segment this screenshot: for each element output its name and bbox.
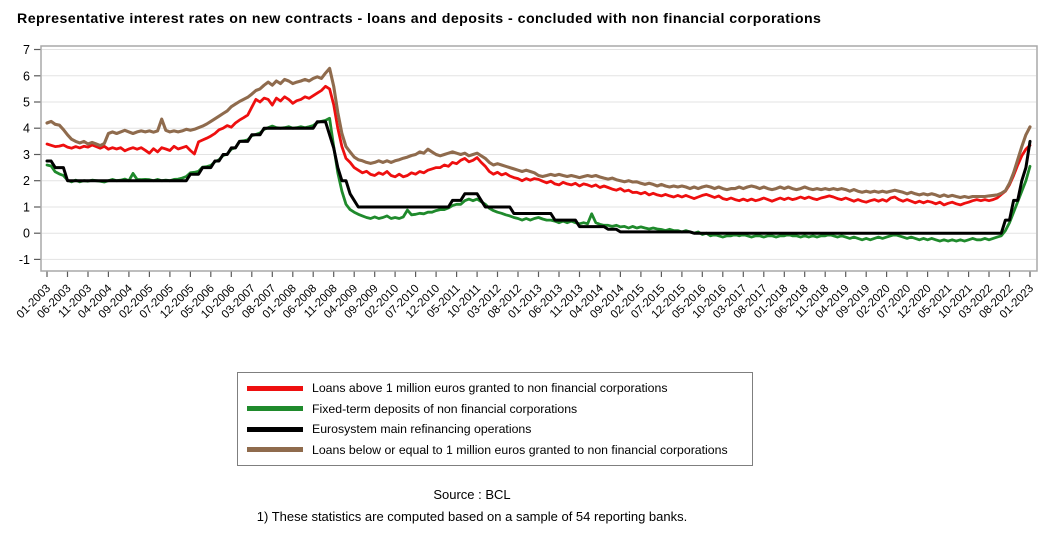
y-axis-tick-label: 1 <box>23 201 30 215</box>
y-axis-tick-label: 6 <box>23 69 30 83</box>
legend-swatch-loans-below-1m <box>247 447 303 453</box>
y-axis-tick-label: 3 <box>23 148 30 162</box>
legend-label-loans-below-1m: Loans below or equal to 1 million euros … <box>312 442 728 457</box>
y-axis-tick-label: 0 <box>23 227 30 241</box>
legend-label-loans-above-1m: Loans above 1 million euros granted to n… <box>312 381 668 396</box>
legend-label-fixed-term-deposits: Fixed-term deposits of non financial cor… <box>312 401 578 416</box>
series-line-eurosystem-mro <box>45 120 1032 235</box>
legend-item-loans-above-1m: Loans above 1 million euros granted to n… <box>247 378 743 399</box>
chart-title: Representative interest rates on new con… <box>17 11 822 27</box>
y-axis-tick-label: 4 <box>23 122 30 136</box>
legend-swatch-loans-above-1m <box>247 385 303 391</box>
legend-item-loans-below-1m: Loans below or equal to 1 million euros … <box>247 440 743 461</box>
legend-swatch-eurosystem-mro <box>247 426 303 432</box>
legend-item-eurosystem-mro: Eurosystem main refinancing operations <box>247 419 743 440</box>
interest-rate-chart-svg: 76543210-101-200306-200311-200304-200409… <box>15 43 1038 321</box>
series-line-loans-above-1m <box>45 84 1032 207</box>
y-axis-tick-label: 5 <box>23 96 30 110</box>
legend-item-fixed-term-deposits: Fixed-term deposits of non financial cor… <box>247 399 743 420</box>
footer-source: Source : BCL <box>433 487 511 502</box>
y-axis-tick-label: 2 <box>23 174 30 188</box>
chart-legend: Loans above 1 million euros granted to n… <box>237 372 753 466</box>
plot-frame <box>40 45 1038 272</box>
legend-swatch-fixed-term-deposits <box>247 406 303 412</box>
legend-label-eurosystem-mro: Eurosystem main refinancing operations <box>312 422 532 437</box>
footer-note: 1) These statistics are computed based o… <box>256 508 688 524</box>
y-axis-tick-label: -1 <box>19 253 30 267</box>
chart-footer: Source : BCL 1) These statistics are com… <box>0 484 944 527</box>
y-axis-tick-label: 7 <box>23 43 30 57</box>
series-line-loans-below-1m <box>45 66 1032 200</box>
